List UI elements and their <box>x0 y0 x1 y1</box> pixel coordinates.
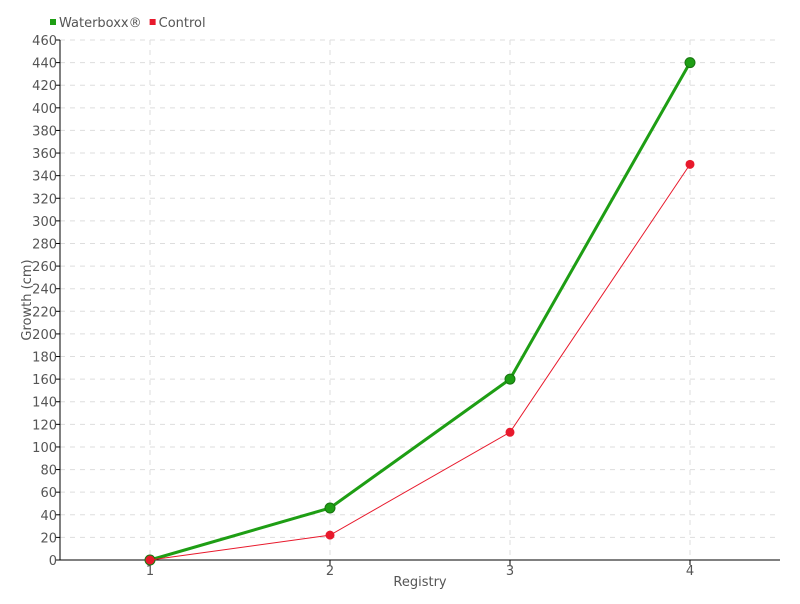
y-tick-label: 60 <box>40 486 57 501</box>
y-tick-label: 140 <box>32 396 57 411</box>
legend-swatch <box>149 19 156 25</box>
x-axis-label: Registry <box>393 575 447 590</box>
y-tick-label: 40 <box>40 509 57 524</box>
x-tick-label: 3 <box>506 564 514 579</box>
x-tick-label: 2 <box>326 564 334 579</box>
legend-label: Waterboxx® <box>59 16 142 31</box>
series-group <box>144 57 696 566</box>
y-tick-label: 0 <box>49 554 57 569</box>
y-tick-label: 340 <box>32 170 57 185</box>
data-point <box>325 530 335 540</box>
y-tick-label: 280 <box>32 237 57 252</box>
y-tick-label: 240 <box>32 283 57 298</box>
data-point <box>685 159 695 169</box>
data-point <box>684 57 696 69</box>
data-point <box>505 427 515 437</box>
y-tick-label: 220 <box>32 305 57 320</box>
y-tick-label: 400 <box>32 102 57 117</box>
x-tick-label: 4 <box>686 564 694 579</box>
y-tick-label: 380 <box>32 124 57 139</box>
y-tick-label: 360 <box>32 147 57 162</box>
y-tick-label: 300 <box>32 215 57 230</box>
y-tick-label: 100 <box>32 441 57 456</box>
y-tick-label: 260 <box>32 260 57 275</box>
y-tick-label: 200 <box>32 328 57 343</box>
y-axis-label: Growth (cm) <box>20 259 35 340</box>
axes: 0 20 40 60 80 100 120 140 160 180 200 220 240 260 280 3… <box>32 34 780 579</box>
legend-swatch <box>50 19 56 25</box>
data-point <box>145 555 155 565</box>
data-point <box>504 373 516 385</box>
y-tick-label: 460 <box>32 34 57 49</box>
y-tick-label: 80 <box>40 464 57 479</box>
y-tick-label: 20 <box>40 531 57 546</box>
y-tick-label: 440 <box>32 57 57 72</box>
x-tick-label: 1 <box>146 564 154 579</box>
y-tick-label: 320 <box>32 192 57 207</box>
y-tick-label: 180 <box>32 351 57 366</box>
legend-label: Control <box>159 16 206 31</box>
y-tick-label: 160 <box>32 373 57 388</box>
grid <box>60 39 780 560</box>
y-tick-label: 420 <box>32 79 57 94</box>
series-line <box>149 61 692 562</box>
series-line <box>149 164 691 561</box>
y-tick-label: 120 <box>32 418 57 433</box>
data-point <box>324 502 336 514</box>
legend: Waterboxx® Control <box>50 16 206 31</box>
